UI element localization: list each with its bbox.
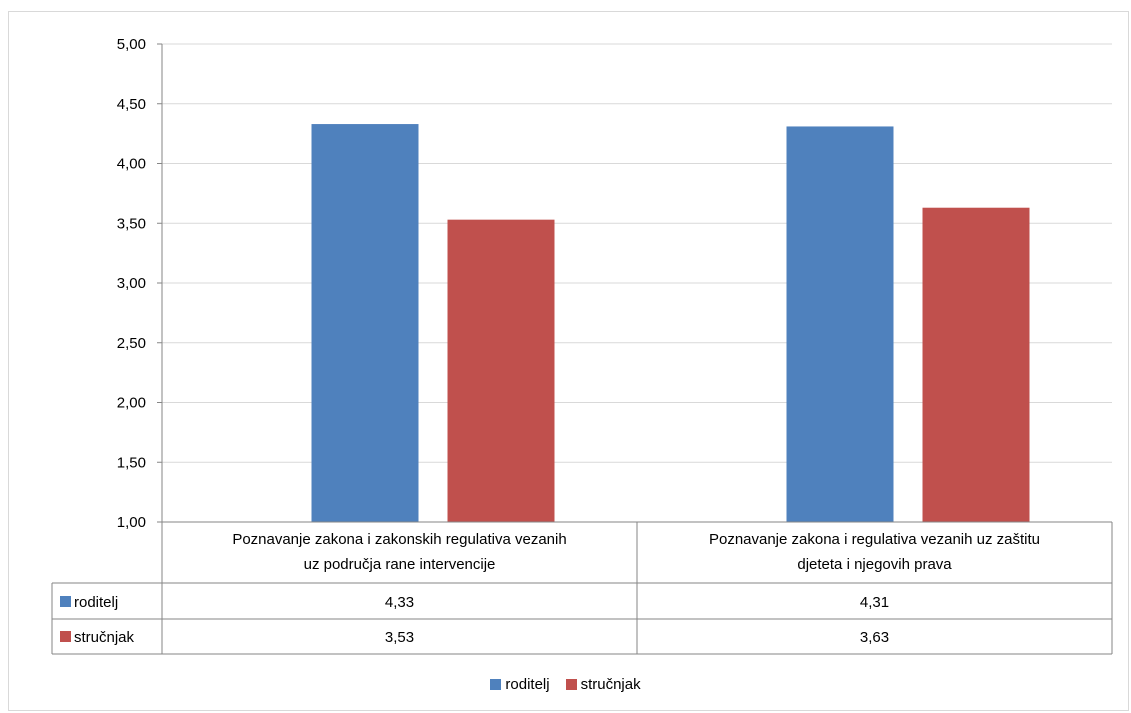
- bar-strucnjak: [922, 207, 1030, 522]
- y-tick-label: 5,00: [117, 36, 146, 53]
- legend: roditelj stručnjak: [0, 676, 1131, 693]
- y-tick-label: 3,00: [117, 275, 146, 292]
- table-legend-swatch-roditelj: [60, 596, 71, 607]
- table-cell-value: 4,31: [860, 594, 889, 611]
- table-cell-value: 3,53: [385, 629, 414, 646]
- bar-roditelj: [786, 126, 894, 522]
- table-cell-value: 4,33: [385, 594, 414, 611]
- y-tick-label: 1,50: [117, 454, 146, 471]
- legend-swatch-roditelj: [490, 679, 502, 690]
- y-tick-label: 4,50: [117, 96, 146, 113]
- table-row-label: roditelj: [74, 594, 118, 611]
- y-tick-label: 2,00: [117, 395, 146, 412]
- category-label: djeteta i njegovih prava: [797, 556, 952, 573]
- bar-roditelj: [311, 124, 419, 522]
- y-tick-label: 4,00: [117, 156, 146, 173]
- category-label: Poznavanje zakona i zakonskih regulativa…: [232, 531, 566, 548]
- category-label: uz područja rane intervencije: [304, 556, 496, 573]
- legend-label-roditelj: roditelj: [505, 676, 550, 693]
- bar-strucnjak: [447, 219, 555, 523]
- category-label: Poznavanje zakona i regulativa vezanih u…: [709, 531, 1040, 548]
- legend-item-strucnjak: stručnjak: [565, 676, 641, 693]
- y-tick-label: 3,50: [117, 215, 146, 232]
- y-tick-label: 1,00: [117, 514, 146, 531]
- legend-swatch-strucnjak: [565, 679, 577, 690]
- table-legend-swatch-strucnjak: [60, 631, 71, 642]
- table-row-label: stručnjak: [74, 629, 135, 646]
- legend-item-roditelj: roditelj: [490, 676, 550, 693]
- y-tick-label: 2,50: [117, 335, 146, 352]
- table-cell-value: 3,63: [860, 629, 889, 646]
- legend-label-strucnjak: stručnjak: [580, 676, 641, 693]
